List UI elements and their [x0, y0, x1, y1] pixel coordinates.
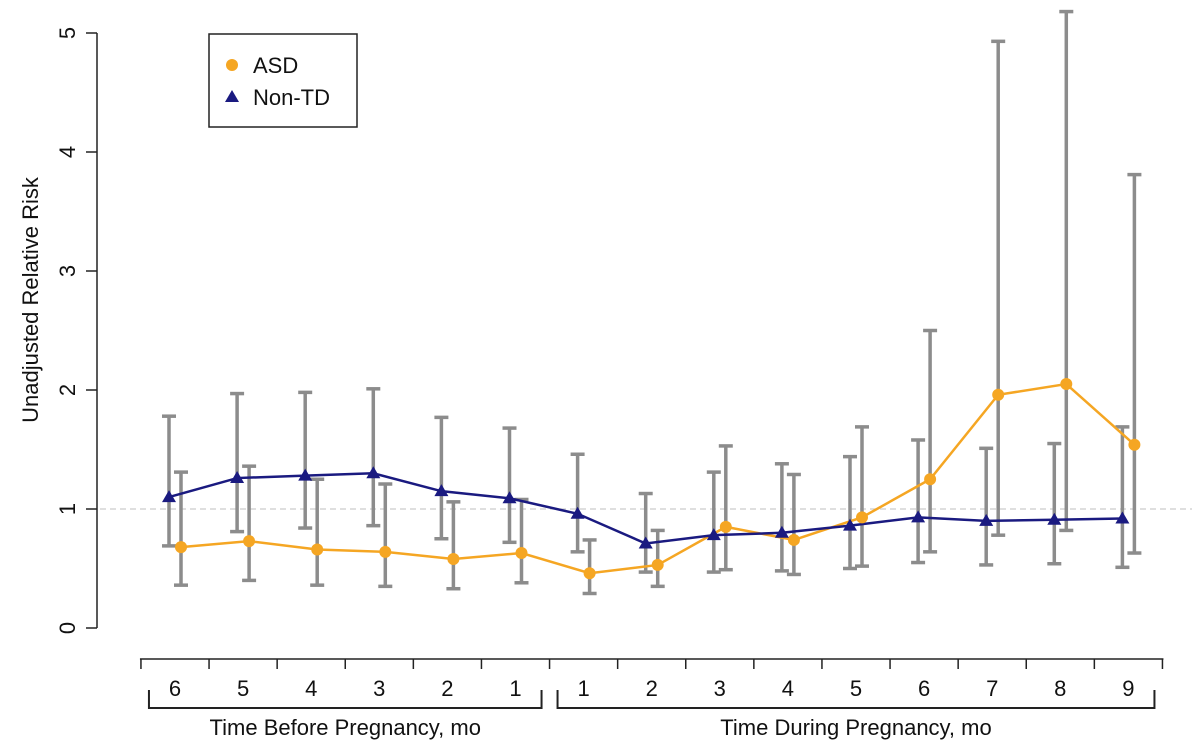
x-tick-label: 1: [577, 676, 589, 701]
legend-marker-asd: [226, 59, 238, 71]
data-point-asd: [924, 473, 937, 486]
x-tick-label: 5: [850, 676, 862, 701]
y-tick-label: 0: [55, 622, 80, 634]
x-tick-label: 3: [373, 676, 385, 701]
error-bar-layer: [162, 9, 1142, 596]
data-point-non-td: [366, 466, 381, 479]
data-point-asd: [447, 552, 460, 565]
data-point-non-td: [638, 536, 653, 549]
group-bracket: [147, 690, 543, 709]
x-tick-label: 7: [986, 676, 998, 701]
y-axis: 0 1 2 3 4 5: [55, 27, 98, 634]
x-tick-label: 8: [1054, 676, 1066, 701]
data-point-non-td: [774, 525, 789, 538]
data-point-asd: [1128, 438, 1141, 451]
data-point-non-td: [979, 513, 994, 526]
data-point-asd: [379, 545, 392, 558]
data-point-asd: [243, 535, 256, 548]
x-tick-label: 4: [782, 676, 794, 701]
legend-marker-non-td: [225, 90, 239, 102]
data-point-non-td: [570, 506, 585, 519]
x-tick-label: 2: [646, 676, 658, 701]
data-point-non-td: [911, 510, 926, 523]
x-tick-label: 1: [509, 676, 521, 701]
legend-box: [208, 33, 358, 128]
data-point-asd: [856, 511, 868, 524]
data-point-non-td: [434, 484, 449, 497]
x-tick-label: 6: [169, 676, 181, 701]
legend-label-non-td: Non-TD: [253, 85, 330, 110]
group-bracket: [556, 690, 1156, 709]
data-point-non-td: [706, 528, 721, 541]
data-point-non-td: [843, 518, 857, 531]
y-tick-label: 3: [55, 265, 80, 277]
data-point-asd: [311, 543, 324, 556]
x-axis: 6 5 4 3 2 1 1 2 3 4 5 6 7 8 9 Time Before Pregnancy, mo…: [139, 658, 1164, 740]
x-tick-label: 6: [918, 676, 930, 701]
group-label: Time During Pregnancy, mo: [720, 715, 991, 740]
group-label: Time Before Pregnancy, mo: [210, 715, 481, 740]
y-tick-label: 5: [55, 27, 80, 39]
data-point-asd: [719, 520, 732, 533]
y-tick-label: 4: [55, 146, 80, 158]
x-tick-label: 3: [714, 676, 726, 701]
data-point-asd: [515, 547, 528, 560]
legend: ASD Non-TD: [208, 33, 358, 128]
data-point-non-td: [162, 490, 176, 503]
data-point-non-td: [1115, 511, 1130, 524]
data-point-asd: [787, 533, 800, 546]
x-tick-label: 9: [1122, 676, 1134, 701]
data-point-asd: [175, 541, 187, 554]
marker-layer: [162, 378, 1141, 580]
legend-label-asd: ASD: [253, 53, 298, 78]
data-point-asd: [583, 567, 596, 580]
y-tick-label: 2: [55, 384, 80, 396]
data-point-non-td: [502, 491, 517, 504]
y-tick-label: 1: [55, 503, 80, 515]
x-tick-label: 2: [441, 676, 453, 701]
data-point-asd: [1060, 378, 1073, 391]
y-axis-title: Unadjusted Relative Risk: [18, 176, 43, 423]
x-tick-label: 5: [237, 676, 249, 701]
data-point-non-td: [298, 468, 313, 481]
data-point-non-td: [230, 471, 245, 484]
data-point-asd: [651, 558, 664, 571]
data-point-non-td: [1047, 512, 1062, 525]
x-tick-label: 4: [305, 676, 317, 701]
data-point-asd: [992, 388, 1005, 401]
